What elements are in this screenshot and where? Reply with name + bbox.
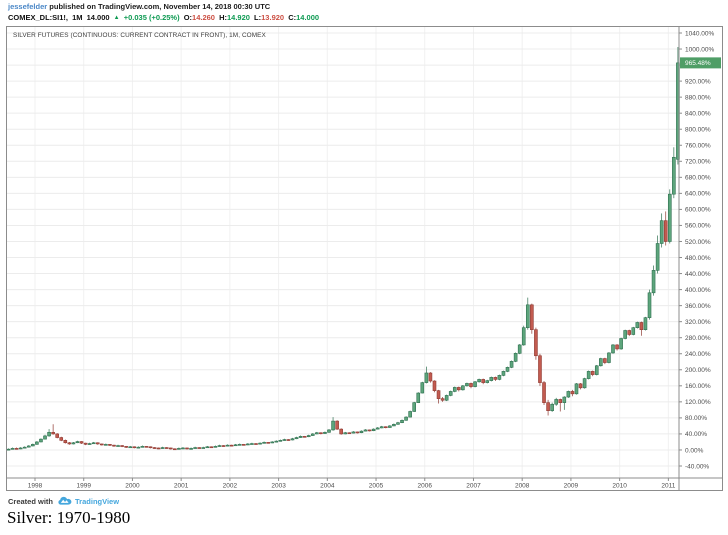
created-with-label: Created with xyxy=(8,496,54,506)
svg-text:0.00%: 0.00% xyxy=(685,447,704,454)
svg-text:440.00%: 440.00% xyxy=(685,271,711,278)
footer: Created with TradingView xyxy=(8,496,119,506)
price-change: +0.035 (+0.25%) xyxy=(123,12,180,22)
svg-text:1999: 1999 xyxy=(76,483,91,490)
svg-text:360.00%: 360.00% xyxy=(685,303,711,310)
svg-text:480.00%: 480.00% xyxy=(685,255,711,262)
open-value: 14.260 xyxy=(192,12,215,22)
svg-text:40.00%: 40.00% xyxy=(685,431,707,438)
svg-text:1000.00%: 1000.00% xyxy=(685,46,714,53)
svg-text:880.00%: 880.00% xyxy=(685,94,711,101)
svg-text:2006: 2006 xyxy=(418,483,433,490)
svg-text:2005: 2005 xyxy=(369,483,384,490)
svg-text:720.00%: 720.00% xyxy=(685,159,711,166)
svg-text:2007: 2007 xyxy=(466,483,481,490)
up-arrow-icon: ▲ xyxy=(113,14,120,21)
tradingview-logo-icon xyxy=(58,496,72,505)
svg-text:520.00%: 520.00% xyxy=(685,239,711,246)
interval-label: 1M xyxy=(72,12,83,22)
high-value: 14.920 xyxy=(227,12,250,22)
svg-text:600.00%: 600.00% xyxy=(685,207,711,214)
chart-title: SILVER FUTURES (CONTINUOUS: CURRENT CONT… xyxy=(13,32,266,39)
svg-text:2001: 2001 xyxy=(174,483,189,490)
svg-text:2004: 2004 xyxy=(320,483,335,490)
quote-line: COMEX_DL:SI1!, 1M 14.000 ▲ +0.035 (+0.25… xyxy=(8,13,321,22)
svg-text:2009: 2009 xyxy=(564,483,579,490)
attribution-text: published on TradingView.com, November 1… xyxy=(47,2,271,11)
svg-text:680.00%: 680.00% xyxy=(685,175,711,182)
svg-text:400.00%: 400.00% xyxy=(685,287,711,294)
symbol-label: COMEX_DL:SI1!, xyxy=(8,12,69,22)
close-label: C: xyxy=(288,12,297,22)
svg-text:200.00%: 200.00% xyxy=(685,367,711,374)
high-label: H: xyxy=(219,12,227,22)
svg-text:1040.00%: 1040.00% xyxy=(685,30,714,37)
low-value: 13.920 xyxy=(261,12,285,22)
open-label: O: xyxy=(183,12,193,22)
svg-text:240.00%: 240.00% xyxy=(685,351,711,358)
svg-text:2002: 2002 xyxy=(223,483,238,490)
price-chart-canvas[interactable]: 1040.00%1000.00%960.00%920.00%880.00%840… xyxy=(7,27,722,490)
svg-text:280.00%: 280.00% xyxy=(685,335,711,342)
svg-text:640.00%: 640.00% xyxy=(685,191,711,198)
svg-text:120.00%: 120.00% xyxy=(685,399,711,406)
svg-text:160.00%: 160.00% xyxy=(685,383,711,390)
svg-text:840.00%: 840.00% xyxy=(685,110,711,117)
image-caption: Silver: 1970-1980 xyxy=(7,508,131,527)
svg-text:760.00%: 760.00% xyxy=(685,143,711,150)
svg-text:965.48%: 965.48% xyxy=(685,60,711,67)
svg-text:320.00%: 320.00% xyxy=(685,319,711,326)
tradingview-brand-link[interactable]: TradingView xyxy=(75,496,120,506)
close-value: 14.000 xyxy=(296,12,320,22)
svg-text:-40.00%: -40.00% xyxy=(685,463,709,470)
svg-text:2008: 2008 xyxy=(515,483,530,490)
svg-text:1998: 1998 xyxy=(28,483,43,490)
svg-text:2000: 2000 xyxy=(125,483,140,490)
author-link[interactable]: jessefelder xyxy=(8,2,48,11)
svg-text:560.00%: 560.00% xyxy=(685,223,711,230)
attribution-line: jessefelder published on TradingView.com… xyxy=(8,2,270,11)
chart-panel: SILVER FUTURES (CONTINUOUS: CURRENT CONT… xyxy=(6,26,723,491)
last-price: 14.000 xyxy=(86,12,110,22)
svg-text:800.00%: 800.00% xyxy=(685,127,711,134)
svg-text:920.00%: 920.00% xyxy=(685,78,711,85)
svg-text:2010: 2010 xyxy=(612,483,627,490)
svg-text:80.00%: 80.00% xyxy=(685,415,707,422)
low-label: L: xyxy=(254,12,262,22)
svg-text:2003: 2003 xyxy=(271,483,286,490)
svg-text:2011: 2011 xyxy=(661,483,675,490)
